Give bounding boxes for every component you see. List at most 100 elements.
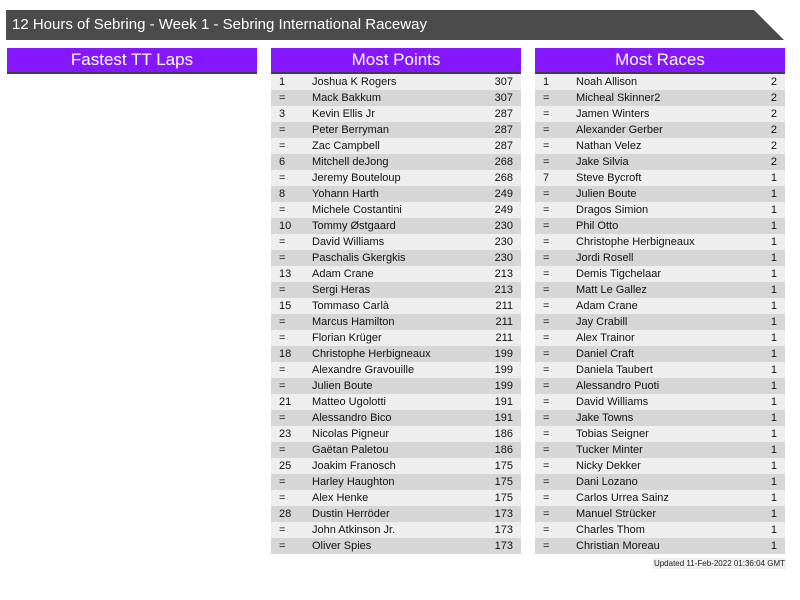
table-row: = Marcus Hamilton 211 [271, 314, 521, 330]
rank-cell: = [543, 524, 550, 536]
value-cell: 199 [494, 380, 513, 392]
driver-name-cell: Jake Towns [576, 412, 634, 424]
rank-cell: = [279, 236, 286, 248]
rank-cell: = [543, 92, 550, 104]
driver-name-cell: Harley Haughton [312, 476, 395, 488]
rank-cell: 23 [279, 428, 292, 440]
rank-cell: = [543, 508, 550, 520]
driver-name-cell: Oliver Spies [312, 540, 372, 552]
table-row: 28 Dustin Herröder 173 [271, 506, 521, 522]
table-row: = Alexander Gerber 2 [535, 122, 785, 138]
driver-name-cell: Demis Tigchelaar [576, 268, 661, 280]
driver-name-cell: Joakim Franosch [312, 460, 396, 472]
driver-name-cell: Nathan Velez [576, 140, 642, 152]
leaderboard-rows: 1 Noah Allison 2 = Micheal Skinner2 2 = Jamen W… [535, 74, 785, 554]
rank-cell: = [543, 364, 550, 376]
value-cell: 211 [495, 316, 513, 328]
rank-cell: = [279, 540, 286, 552]
rank-cell: = [543, 444, 550, 456]
table-row: = Daniela Taubert 1 [535, 362, 785, 378]
table-row: = Gaëtan Paletou 186 [271, 442, 521, 458]
value-cell: 211 [495, 332, 513, 344]
table-row: = Charles Thom 1 [535, 522, 785, 538]
table-row: = Tucker Minter 1 [535, 442, 785, 458]
table-row: = Oliver Spies 173 [271, 538, 521, 554]
driver-name-cell: Alexander Gerber [576, 124, 663, 136]
driver-name-cell: Mitchell deJong [312, 156, 389, 168]
value-cell: 230 [494, 252, 513, 264]
table-row: = Sergi Heras 213 [271, 282, 521, 298]
value-cell: 191 [494, 396, 513, 408]
value-cell: 175 [494, 476, 513, 488]
rank-cell: 1 [279, 76, 286, 88]
value-cell: 1 [770, 332, 777, 344]
table-row: = Christian Moreau 1 [535, 538, 785, 554]
rank-cell: = [543, 428, 550, 440]
value-cell: 249 [494, 188, 513, 200]
driver-name-cell: Peter Berryman [312, 124, 390, 136]
table-row: = Dragos Simion 1 [535, 202, 785, 218]
table-row: = Alessandro Bico 191 [271, 410, 521, 426]
leaderboard-rows: 1 Joshua K Rogers 307 = Mack Bakkum 307 3 Kevin… [271, 74, 521, 554]
driver-name-cell: Matt Le Gallez [576, 284, 647, 296]
value-cell: 191 [494, 412, 513, 424]
driver-name-cell: Daniel Craft [576, 348, 635, 360]
value-cell: 186 [494, 444, 513, 456]
rank-cell: 10 [279, 220, 292, 232]
value-cell: 1 [770, 252, 777, 264]
driver-name-cell: Tobias Seigner [576, 428, 649, 440]
table-row: = Florian Krüger 211 [271, 330, 521, 346]
table-row: = Carlos Urrea Sainz 1 [535, 490, 785, 506]
value-cell: 1 [770, 300, 777, 312]
driver-name-cell: Charles Thom [576, 524, 645, 536]
rank-cell: = [543, 300, 550, 312]
value-cell: 2 [770, 124, 777, 136]
rank-cell: = [543, 396, 550, 408]
table-row: 15 Tommaso Carlà 211 [271, 298, 521, 314]
driver-name-cell: Alex Henke [312, 492, 369, 504]
rank-cell: = [543, 332, 550, 344]
table-row: = Jake Towns 1 [535, 410, 785, 426]
driver-name-cell: Tucker Minter [576, 444, 643, 456]
value-cell: 173 [494, 508, 513, 520]
table-row: 18 Christophe Herbigneaux 199 [271, 346, 521, 362]
rank-cell: = [543, 188, 550, 200]
driver-name-cell: Christophe Herbigneaux [576, 236, 695, 248]
table-row: 21 Matteo Ugolotti 191 [271, 394, 521, 410]
fastest-tt-laps-panel: Fastest TT Laps [7, 48, 257, 74]
driver-name-cell: David Williams [576, 396, 649, 408]
rank-cell: = [543, 252, 550, 264]
driver-name-cell: Julien Boute [576, 188, 637, 200]
driver-name-cell: Dustin Herröder [312, 508, 390, 520]
rank-cell: = [543, 460, 550, 472]
driver-name-cell: Dragos Simion [576, 204, 649, 216]
rank-cell: 21 [279, 396, 292, 408]
table-row: 1 Noah Allison 2 [535, 74, 785, 90]
table-row: = Jake Silvia 2 [535, 154, 785, 170]
value-cell: 249 [494, 204, 513, 216]
value-cell: 1 [770, 268, 777, 280]
value-cell: 1 [770, 476, 777, 488]
rank-cell: = [543, 140, 550, 152]
table-row: = Jordi Rosell 1 [535, 250, 785, 266]
driver-name-cell: Phil Otto [576, 220, 619, 232]
table-row: = Jamen Winters 2 [535, 106, 785, 122]
driver-name-cell: Zac Campbell [312, 140, 380, 152]
table-row: 3 Kevin Ellis Jr 287 [271, 106, 521, 122]
rank-cell: = [543, 476, 550, 488]
rank-cell: = [279, 92, 286, 104]
driver-name-cell: Tommaso Carlà [312, 300, 390, 312]
driver-name-cell: Kevin Ellis Jr [312, 108, 375, 120]
rank-cell: = [279, 492, 286, 504]
rank-cell: = [543, 284, 550, 296]
driver-name-cell: Christian Moreau [576, 540, 660, 552]
value-cell: 1 [770, 540, 777, 552]
value-cell: 173 [494, 524, 513, 536]
value-cell: 1 [770, 508, 777, 520]
value-cell: 175 [494, 492, 513, 504]
value-cell: 1 [770, 396, 777, 408]
table-row: 8 Yohann Harth 249 [271, 186, 521, 202]
value-cell: 1 [770, 284, 777, 296]
rank-cell: 8 [279, 188, 286, 200]
rank-cell: = [543, 268, 550, 280]
